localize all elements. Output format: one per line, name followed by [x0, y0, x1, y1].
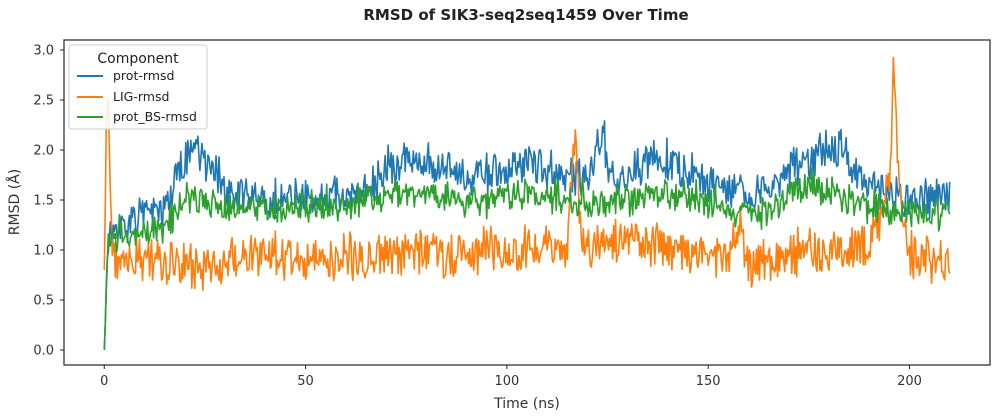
x-tick-label: 200 [897, 374, 922, 389]
chart-title: RMSD of SIK3-seq2seq1459 Over Time [363, 6, 688, 24]
legend-box [68, 44, 208, 130]
x-axis-ticks: 0 50 100 150 200 [100, 365, 922, 389]
series-layer [103, 56, 951, 351]
legend: Component prot-rmsd LIG-rmsd prot_BS-rms… [68, 44, 208, 130]
y-tick-label: 2.0 [33, 144, 54, 159]
series-line-lig-rmsd [103, 56, 951, 292]
y-axis-label: RMSD (Å) [6, 169, 23, 235]
x-tick-label: 150 [696, 374, 721, 389]
x-tick-label: 0 [100, 374, 108, 389]
x-tick-label: 100 [494, 374, 519, 389]
plot-frame [63, 39, 991, 366]
y-tick-label: 3.0 [33, 44, 54, 59]
legend-label-prot-bs-rmsd: prot_BS-rmsd [113, 109, 197, 124]
y-tick-label: 1.0 [33, 244, 54, 259]
y-tick-label: 0.0 [33, 344, 54, 359]
legend-title: Component [97, 51, 179, 67]
series-line-prot-bs-rmsd [103, 167, 951, 351]
x-axis-label: Time (ns) [493, 396, 560, 412]
y-tick-label: 0.5 [33, 294, 54, 309]
y-tick-label: 2.5 [33, 94, 54, 109]
y-tick-label: 1.5 [33, 194, 54, 209]
legend-label-lig-rmsd: LIG-rmsd [113, 89, 169, 104]
y-axis-ticks: 0.0 0.5 1.0 1.5 2.0 2.5 3.0 [33, 44, 64, 359]
series-line-prot-rmsd [103, 120, 951, 351]
x-tick-label: 50 [297, 374, 314, 389]
legend-label-prot-rmsd: prot-rmsd [113, 68, 174, 83]
